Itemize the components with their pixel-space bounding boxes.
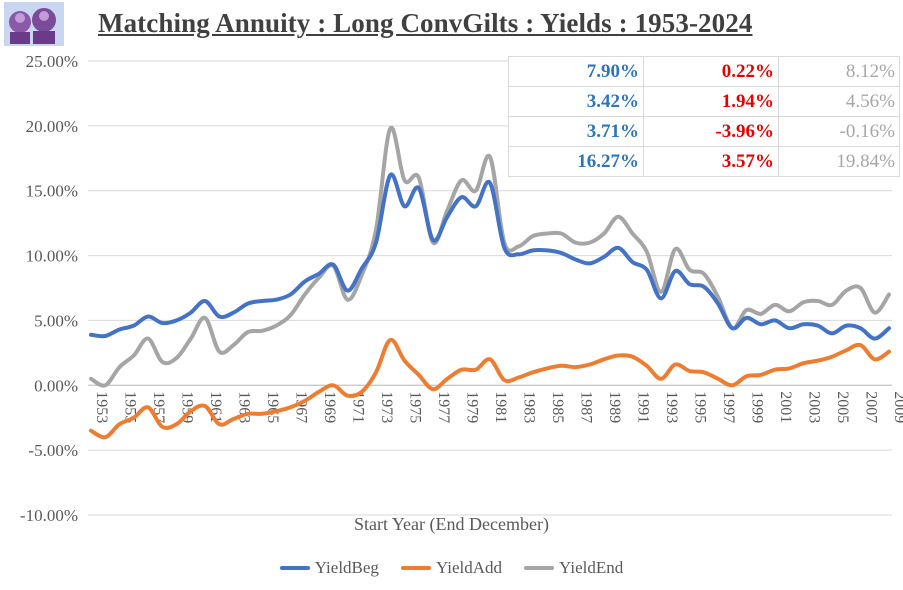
series-line-yieldend [89,125,891,388]
y-tick-label: 10.00% [26,247,78,266]
logo-image [4,2,64,46]
stats-cell: 3.71% [508,116,644,147]
stats-row: 3.71% -3.96% -0.16% [508,116,900,147]
x-tick-label: 1969 [321,391,338,423]
x-tick-label: 1959 [179,391,196,423]
stats-cell: 3.42% [508,86,644,117]
stats-cell: -3.96% [643,116,779,147]
y-tick-label: -5.00% [28,441,78,460]
x-tick-label: 1975 [407,391,424,423]
x-tick-label: 1983 [521,391,538,423]
x-tick-label: 1953 [93,391,110,423]
x-tick-label: 1973 [378,391,395,423]
legend-item-yieldend: YieldEnd [524,558,623,578]
stats-cell: 8.12% [778,56,900,87]
x-axis-title: Start Year (End December) [354,514,549,534]
legend-swatch-yieldend [524,566,555,570]
legend-swatch-yieldadd [400,566,431,570]
stats-cell: 1.94% [643,86,779,117]
y-tick-label: 20.00% [26,117,78,136]
x-tick-label: 1971 [350,391,367,423]
stats-cell: 3.57% [643,146,779,177]
x-tick-label: 2005 [834,391,851,423]
stats-cell: 0.22% [643,56,779,87]
x-tick-label: 2003 [806,391,823,423]
legend-label-yieldadd: YieldAdd [435,558,503,577]
x-tick-label: 1965 [264,391,281,423]
x-tick-label: 2001 [777,391,794,423]
x-tick-label: 1957 [150,391,167,423]
stats-cell: 7.90% [508,56,644,87]
stats-cell: -0.16% [778,116,900,147]
stats-cell: 19.84% [778,146,900,177]
stats-row: 16.27% 3.57% 19.84% [508,146,900,177]
y-tick-label: 5.00% [34,311,78,330]
y-tick-label: 15.00% [26,182,78,201]
x-tick-label: 1995 [692,391,709,423]
x-tick-label: 1999 [749,391,766,423]
chart-title: Matching Annuity : Long ConvGilts : Yiel… [98,8,753,38]
y-tick-label: 0.00% [34,376,78,395]
x-tick-label: 1985 [549,391,566,423]
stats-row: 7.90% 0.22% 8.12% [508,56,900,87]
legend-label-yieldbeg: YieldBeg [314,558,379,577]
legend: YieldBeg YieldAdd YieldEnd [0,558,903,578]
y-tick-label: -10.00% [20,506,78,525]
x-tick-label: 2009 [891,391,903,423]
x-tick-label: 1979 [464,391,481,423]
stats-cell: 16.27% [508,146,644,177]
x-tick-label: 1993 [663,391,680,423]
x-tick-label: 1997 [720,391,737,423]
legend-label-yieldend: YieldEnd [559,558,624,577]
stats-table: 7.90% 0.22% 8.12% 3.42% 1.94% 4.56% 3.71% -3.96… [508,56,900,177]
x-tick-label: 1991 [635,391,652,423]
stats-row: 3.42% 1.94% 4.56% [508,86,900,117]
legend-swatch-yieldbeg [279,566,310,570]
legend-item-yieldadd: YieldAdd [400,558,503,578]
y-tick-label: 25.00% [26,52,78,71]
stats-cell: 4.56% [778,86,900,117]
x-tick-label: 1987 [578,391,595,423]
x-tick-label: 1977 [435,391,452,423]
series-line-yieldadd [89,337,891,440]
x-tick-label: 1981 [492,391,509,423]
series-line-yieldbeg [89,172,891,341]
x-tick-label: 2007 [863,391,880,423]
legend-item-yieldbeg: YieldBeg [279,558,379,578]
x-tick-label: 1989 [606,391,623,423]
